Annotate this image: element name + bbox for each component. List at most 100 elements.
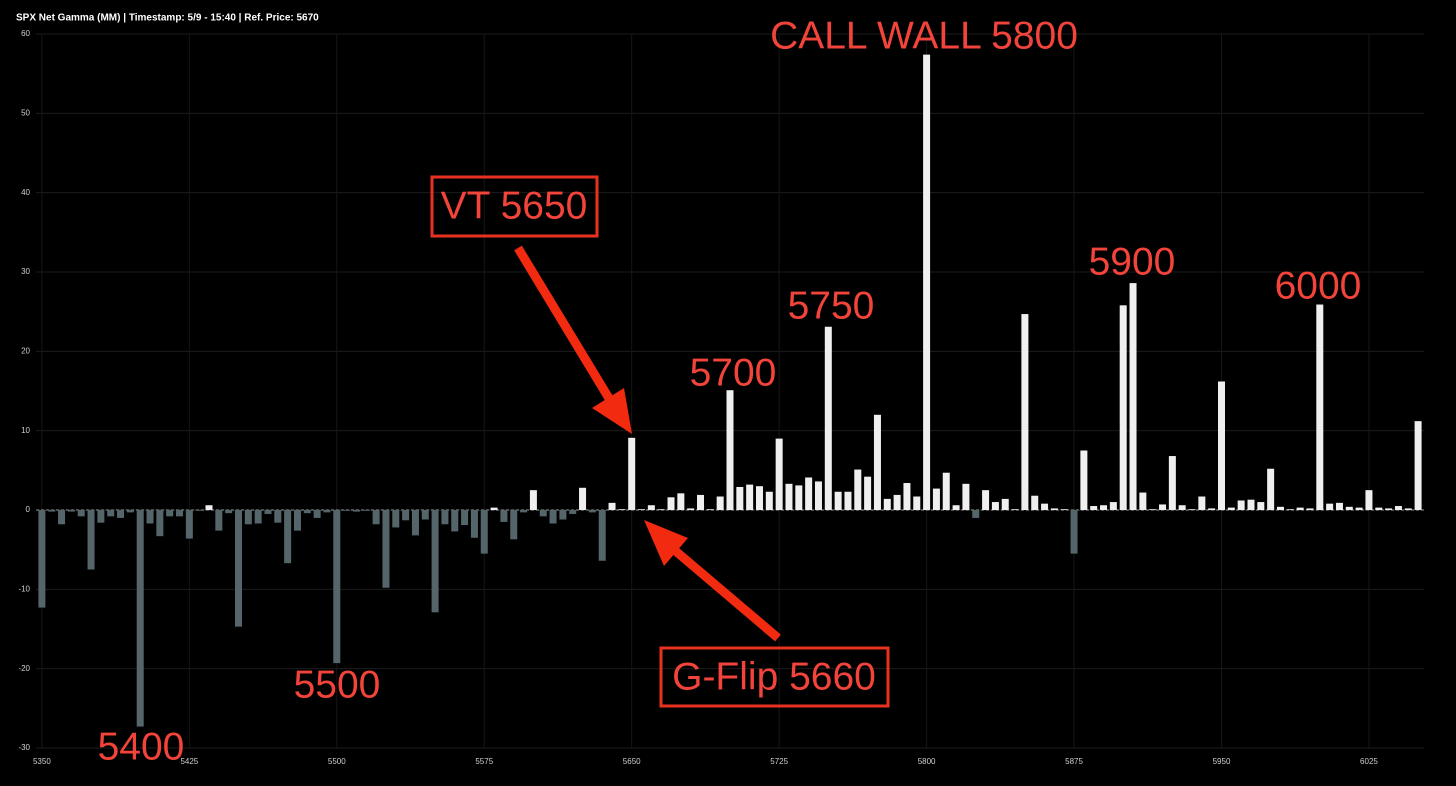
bar <box>48 510 56 512</box>
bar <box>1316 304 1324 510</box>
annotation: G-Flip 5660 <box>672 655 876 698</box>
annotations: CALL WALL 5800 VT 5650 G-Flip 5660 5700 … <box>98 14 1362 768</box>
bar <box>1247 499 1255 510</box>
y-tick-label: -20 <box>18 664 30 673</box>
bar <box>1375 507 1383 510</box>
bar <box>765 491 773 510</box>
arrow <box>669 544 781 642</box>
bar <box>805 477 813 510</box>
bar <box>1100 505 1108 510</box>
bar <box>677 493 685 510</box>
bar <box>1080 450 1088 510</box>
bar <box>1090 506 1098 510</box>
bar <box>913 496 921 510</box>
bar <box>1041 503 1049 510</box>
bar <box>854 469 862 510</box>
bar <box>1001 498 1009 510</box>
bar <box>1385 508 1393 510</box>
x-tick-label: 5875 <box>1065 757 1083 766</box>
bar <box>1129 283 1137 510</box>
y-tick-label: -10 <box>18 584 30 593</box>
bar <box>431 510 439 613</box>
bar <box>638 509 646 510</box>
bar <box>372 510 380 525</box>
bar <box>176 510 184 517</box>
bar <box>687 508 695 510</box>
bar <box>244 510 252 525</box>
annotation: CALL WALL 5800 <box>770 14 1078 57</box>
bar <box>264 510 272 514</box>
bar <box>716 496 724 510</box>
x-tick-label: 6025 <box>1360 757 1378 766</box>
bar <box>510 510 518 540</box>
bar <box>441 510 449 525</box>
arrow <box>514 245 614 403</box>
annotation: VT 5650 <box>441 184 588 227</box>
bar <box>814 481 822 510</box>
bar <box>461 510 469 526</box>
bar <box>1168 456 1176 510</box>
bar <box>1355 507 1363 510</box>
bar <box>392 510 400 528</box>
bar <box>1070 510 1078 554</box>
arrow-head <box>592 388 632 434</box>
bar <box>1188 509 1196 510</box>
bar <box>470 510 478 538</box>
bar <box>549 510 557 524</box>
bar <box>195 510 203 511</box>
bar <box>1109 502 1117 510</box>
annotation-box <box>659 646 890 708</box>
annotation-box <box>430 175 599 238</box>
x-tick-label: 5800 <box>918 757 936 766</box>
bar <box>559 510 567 520</box>
bar <box>1050 508 1058 510</box>
bar <box>697 494 705 510</box>
bar <box>667 497 675 510</box>
bar <box>480 510 488 554</box>
bar <box>824 326 832 510</box>
bar <box>126 510 134 513</box>
bar <box>942 472 950 510</box>
bar <box>834 491 842 510</box>
bar <box>156 510 164 537</box>
y-tick-label: 30 <box>21 267 30 276</box>
bar <box>451 510 459 532</box>
bar <box>883 498 891 510</box>
bar <box>1394 506 1402 510</box>
bar <box>1139 492 1147 510</box>
bar <box>293 510 301 531</box>
y-tick-label: 10 <box>21 426 30 435</box>
annotation: 5400 <box>98 725 185 768</box>
annotation: 6000 <box>1275 264 1362 307</box>
bar <box>402 510 410 521</box>
bar <box>520 510 528 513</box>
x-tick-label: 5950 <box>1213 757 1231 766</box>
bar <box>87 510 95 570</box>
bar <box>1365 490 1373 510</box>
bar <box>1178 505 1186 510</box>
arrow-head <box>644 520 688 566</box>
bar <box>588 510 596 513</box>
annotation: 5500 <box>294 663 381 706</box>
bar <box>1276 506 1284 510</box>
bar <box>1237 500 1245 510</box>
bar <box>873 414 881 510</box>
bar <box>991 502 999 510</box>
bar <box>146 510 154 524</box>
bar <box>1296 507 1304 510</box>
bar <box>303 510 311 514</box>
bar <box>785 483 793 510</box>
bar <box>490 507 498 510</box>
y-tick-label: 60 <box>21 29 30 38</box>
bar <box>1021 314 1029 510</box>
bar <box>234 510 242 627</box>
bar <box>1257 502 1265 510</box>
bar <box>38 510 46 608</box>
x-tick-label: 5500 <box>328 757 346 766</box>
bar <box>382 510 390 588</box>
x-tick-label: 5425 <box>180 757 198 766</box>
bar <box>185 510 193 539</box>
bar <box>343 510 351 511</box>
bar <box>539 510 547 517</box>
